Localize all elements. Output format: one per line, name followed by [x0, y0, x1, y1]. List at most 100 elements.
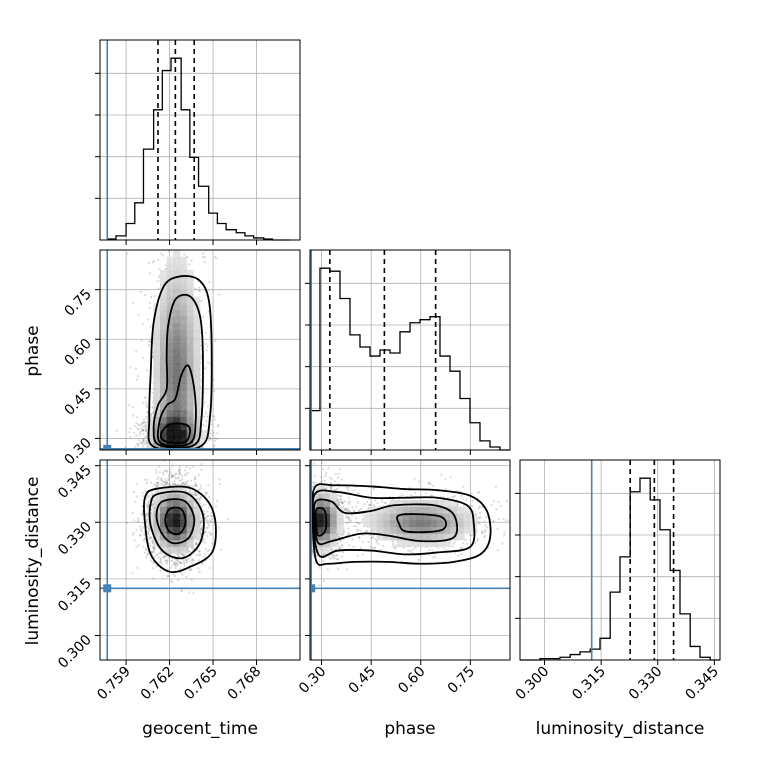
scatter-point [208, 566, 211, 570]
scatter-point [200, 468, 203, 471]
scatter-point [185, 457, 187, 459]
panel-phase-histogram [305, 249, 511, 455]
scatter-point [188, 456, 190, 458]
scatter-point [149, 451, 151, 453]
density-cell [166, 376, 174, 384]
density-cell [180, 390, 188, 398]
density-cell [186, 290, 194, 298]
scatter-point [151, 411, 154, 414]
scatter-point [150, 462, 152, 464]
scatter-point [190, 259, 193, 262]
scatter-point [176, 453, 178, 455]
gridlines [100, 460, 300, 660]
scatter-point [143, 421, 146, 424]
scatter-point [304, 544, 306, 546]
scatter-point [194, 484, 197, 487]
scatter-point [180, 455, 182, 457]
scatter-point [152, 577, 155, 580]
scatter-point [167, 196, 169, 198]
density-cell [166, 330, 174, 338]
scatter-point [172, 573, 175, 576]
scatter-point [138, 533, 141, 536]
scatter-point [192, 455, 194, 457]
scatter-point [201, 562, 204, 565]
density-cell [173, 263, 181, 271]
scatter-point [300, 528, 302, 530]
scatter-point [178, 465, 182, 468]
scatter-point [174, 472, 177, 475]
scatter-point [217, 293, 220, 296]
density-cell [153, 376, 161, 384]
scatter-point [183, 253, 186, 256]
scatter-point [143, 551, 147, 554]
scatter-point [132, 473, 134, 475]
density-cell [193, 296, 201, 304]
scatter-point [150, 413, 153, 417]
scatter-point [183, 456, 185, 458]
scatter-point [141, 422, 144, 425]
scatter-point [171, 473, 174, 477]
density-cell [193, 403, 201, 411]
panel-luminosity-distance-vs-phase: 0.30 0.45 0.60 0.75 [296, 459, 511, 697]
density-cell [186, 350, 194, 358]
scatter-point [170, 453, 172, 455]
scatter-point [153, 295, 156, 298]
scatter-point [141, 451, 143, 453]
scatter-point [181, 452, 183, 454]
scatter-point [142, 539, 145, 542]
scatter-point [196, 497, 199, 500]
scatter-point [197, 451, 199, 453]
scatter-point [136, 416, 139, 419]
scatter-point [164, 455, 166, 457]
scatter-point [194, 287, 197, 291]
scatter-point [192, 484, 195, 488]
scatter-point [173, 475, 176, 478]
scatter-point [184, 456, 186, 458]
scatter-point [174, 452, 176, 454]
density-cell [173, 270, 181, 278]
density-cell [166, 336, 174, 344]
scatter-point [167, 455, 169, 457]
density-cell [173, 403, 181, 411]
scatter-point [192, 454, 194, 456]
density-cell [160, 376, 168, 384]
scatter-point [128, 404, 131, 407]
scatter-point [157, 452, 159, 454]
density-cell [160, 310, 168, 318]
scatter-point [141, 428, 144, 431]
scatter-point [190, 474, 192, 476]
scatter-point [144, 425, 147, 428]
density-cell [173, 290, 181, 298]
scatter-point [144, 430, 147, 433]
density-cell [180, 330, 188, 338]
scatter-point [151, 463, 153, 465]
scatter-point [179, 226, 181, 228]
density-cell [180, 410, 188, 418]
y-tick-label: 0.75 [61, 286, 94, 319]
scatter-point [212, 444, 215, 447]
scatter-point [141, 521, 145, 524]
scatter-point [156, 489, 160, 493]
scatter-point [165, 228, 167, 230]
scatter-point [305, 488, 307, 490]
scatter-point [140, 530, 143, 533]
scatter-point [176, 468, 178, 470]
density-cell [160, 370, 168, 378]
density-cell [180, 270, 188, 278]
scatter-point [181, 477, 184, 481]
scatter-point [180, 456, 182, 458]
density-cell [166, 350, 174, 358]
density-cell [193, 350, 201, 358]
scatter-point [183, 454, 185, 456]
density-cell [153, 323, 161, 331]
scatter-point [180, 474, 183, 477]
scatter-point [208, 436, 212, 440]
scatter-point [136, 443, 139, 446]
scatter-point [183, 474, 186, 477]
scatter-point [165, 247, 167, 249]
scatter-point [226, 518, 230, 521]
scatter-point [200, 357, 203, 360]
scatter-point [204, 367, 207, 370]
scatter-point [170, 579, 173, 582]
scatter-point [140, 339, 143, 342]
